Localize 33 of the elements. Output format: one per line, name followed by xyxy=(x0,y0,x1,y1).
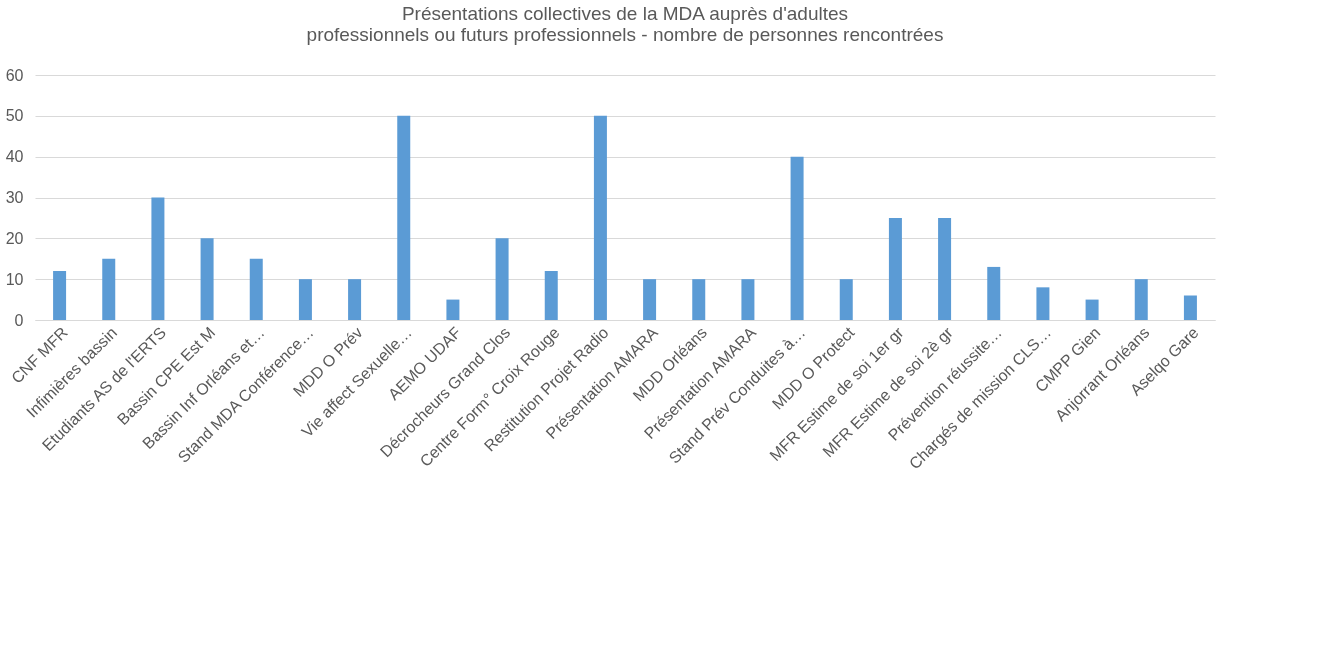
bar xyxy=(544,271,558,320)
bar xyxy=(397,115,411,320)
bar xyxy=(888,217,902,320)
y-tick-label: 20 xyxy=(5,229,24,247)
bar xyxy=(741,279,755,320)
y-tick-label: 50 xyxy=(5,107,24,125)
y-tick-label: 10 xyxy=(5,270,24,288)
bar xyxy=(593,115,607,320)
bar xyxy=(1036,287,1050,320)
bar xyxy=(298,279,312,320)
bar xyxy=(495,238,509,320)
y-tick-label: 0 xyxy=(14,311,24,329)
bar xyxy=(790,156,804,320)
bar xyxy=(249,258,263,320)
bar xyxy=(200,238,214,320)
bar xyxy=(1085,299,1099,320)
y-tick-label: 40 xyxy=(5,148,24,166)
bar xyxy=(643,279,657,320)
text: professionnels ou futurs professionnels - nombre de personnes rencontrées xyxy=(306,24,944,45)
bar xyxy=(692,279,706,320)
bar xyxy=(102,258,116,320)
bar xyxy=(1134,279,1148,320)
bar xyxy=(938,217,952,320)
y-tick-label: 60 xyxy=(5,66,24,84)
bar xyxy=(839,279,853,320)
bar xyxy=(987,266,1001,320)
text: Présentations collectives de la MDA auprès d'adultes xyxy=(401,3,849,24)
bar xyxy=(348,279,362,320)
bar xyxy=(53,271,67,320)
bar xyxy=(1183,295,1197,320)
bar xyxy=(151,197,165,320)
y-tick-label: 30 xyxy=(5,189,24,206)
bar xyxy=(446,299,460,320)
